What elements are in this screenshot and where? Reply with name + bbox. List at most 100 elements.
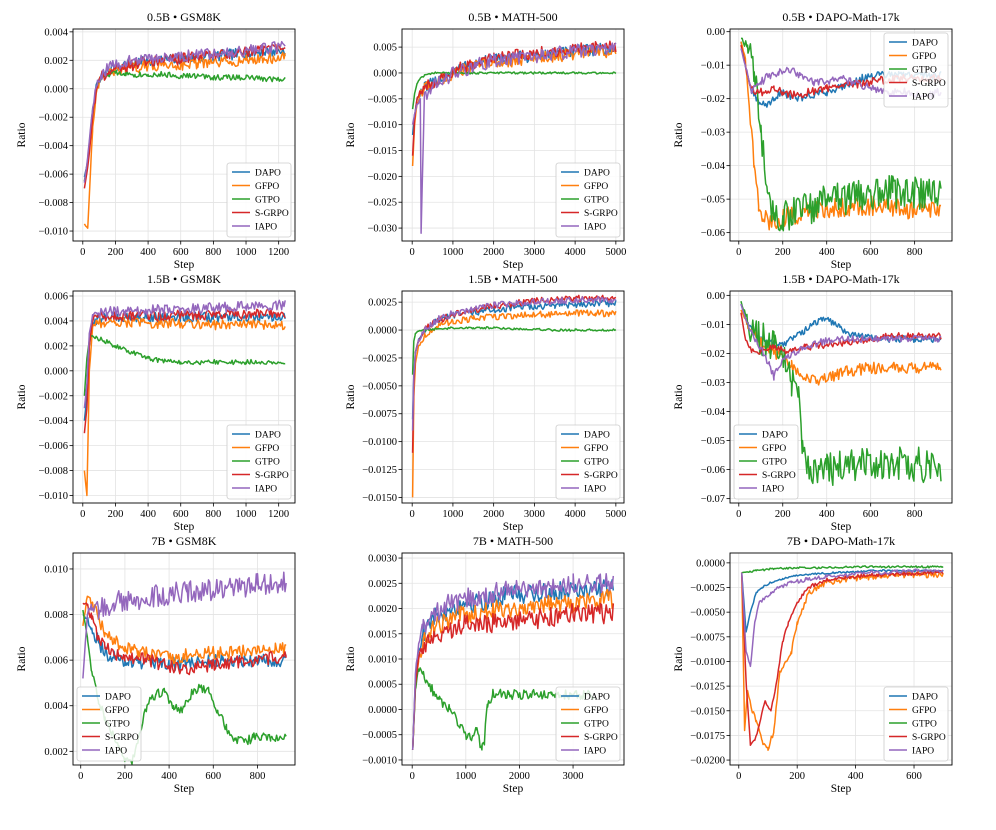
- chart-panel-8: −0.0010 −0.0005 0.0000 0.0005 0.0010 0.0015 0.…: [345, 534, 625, 795]
- series-line-gtpo: [741, 565, 944, 574]
- legend-label: S-GRPO: [762, 471, 796, 481]
- y-tick-label: −0.020: [367, 172, 397, 183]
- plot-frame: [729, 552, 953, 766]
- y-tick-label: −0.0100: [690, 657, 725, 668]
- y-tick-label: −0.06: [701, 228, 725, 239]
- series-line-s-grpo: [82, 602, 287, 676]
- series-line-gtpo: [740, 301, 942, 487]
- y-tick-label: −0.010: [367, 120, 397, 131]
- x-tick-label: 400: [161, 771, 177, 782]
- legend-label: GTPO: [105, 719, 130, 729]
- x-tick-label: 400: [140, 247, 156, 258]
- x-axis-label: Step: [174, 521, 195, 533]
- chart-panel-5: −0.0150 −0.0125 −0.0100 −0.0075 −0.0050 −0.00…: [345, 272, 626, 533]
- series-line-dapo: [83, 311, 286, 421]
- legend-label: GFPO: [912, 52, 936, 62]
- x-tick-label: 400: [848, 771, 864, 782]
- x-tick-label: 200: [775, 509, 791, 520]
- legend-label: S-GRPO: [912, 79, 946, 89]
- legend-label: DAPO: [255, 430, 281, 440]
- chart-title: 0.5B • GSM8K: [147, 10, 221, 24]
- chart-panel-3: −0.06 −0.05 −0.04 −0.03 −0.02 −0.01 0.00 0 200 40…: [673, 10, 953, 271]
- y-tick-label: −0.0010: [362, 755, 397, 766]
- legend-label: GTPO: [584, 457, 609, 467]
- x-tick-label: 200: [108, 247, 124, 258]
- x-tick-label: 1000: [236, 247, 257, 258]
- chart-title: 1.5B • MATH-500: [468, 272, 557, 286]
- y-tick-label: −0.008: [38, 466, 68, 477]
- x-tick-label: 0: [80, 509, 85, 520]
- legend-label: IAPO: [762, 484, 784, 494]
- plot-frame: [72, 552, 296, 766]
- legend: DAPO GFPO GTPO S-GRPO IAPO: [733, 424, 799, 500]
- series-line-s-grpo: [83, 308, 286, 434]
- y-axis-label: Ratio: [16, 646, 28, 671]
- y-tick-label: 0.0020: [368, 604, 397, 615]
- series-lines: [411, 294, 617, 498]
- y-tick-label: 0.0005: [368, 680, 397, 691]
- legend-box: [226, 424, 292, 500]
- y-axis-label: Ratio: [345, 384, 357, 409]
- series-line-gfpo: [83, 316, 286, 497]
- y-tick-label: −0.005: [367, 94, 397, 105]
- chart-title: 7B • GSM8K: [152, 534, 217, 548]
- y-tick-label: 0.0025: [368, 579, 397, 590]
- y-tick-label: 0.000: [373, 68, 397, 79]
- y-tick-label: −0.03: [701, 378, 725, 389]
- series-line-gtpo: [411, 326, 617, 375]
- x-tick-label: 800: [206, 509, 222, 520]
- x-tick-label: 800: [907, 247, 923, 258]
- x-tick-label: 0: [80, 247, 85, 258]
- legend-box: [555, 686, 621, 762]
- series-line-iapo: [411, 295, 617, 431]
- plot-frame: [401, 290, 625, 504]
- plot-frame: [401, 28, 625, 242]
- chart-title: 0.5B • DAPO-Math-17k: [782, 10, 899, 24]
- y-tick-label: 0.004: [44, 27, 68, 38]
- legend-box: [555, 424, 621, 500]
- y-tick-label: −0.002: [38, 113, 68, 124]
- x-tick-label: 400: [819, 509, 835, 520]
- y-tick-label: −0.03: [701, 128, 725, 139]
- legend-label: S-GRPO: [255, 471, 289, 481]
- legend-label: GFPO: [584, 706, 608, 716]
- series-line-iapo: [740, 568, 944, 668]
- y-tick-label: −0.004: [38, 141, 68, 152]
- x-tick-label: 1000: [442, 509, 463, 520]
- y-tick-label: 0.0030: [368, 554, 397, 565]
- series-lines: [411, 40, 617, 234]
- x-tick-label: 200: [108, 509, 124, 520]
- y-tick-label: −0.015: [367, 146, 397, 157]
- y-axis-label: Ratio: [345, 646, 357, 671]
- plot-frame: [72, 28, 296, 242]
- legend-label: DAPO: [255, 168, 281, 178]
- x-axis-label: Step: [503, 259, 524, 271]
- legend-label: DAPO: [912, 38, 938, 48]
- y-tick-label: 0.004: [44, 316, 68, 327]
- series-lines: [83, 40, 286, 229]
- chart-panel-7: 0.002 0.004 0.006 0.008 0.010 0 200 400 600 800 7B…: [16, 534, 296, 795]
- x-tick-label: 3000: [524, 247, 545, 258]
- y-tick-label: −0.004: [38, 416, 68, 427]
- legend-label: S-GRPO: [105, 733, 139, 743]
- legend-box: [226, 162, 292, 238]
- x-tick-label: 2000: [509, 771, 530, 782]
- x-axis-label: Step: [831, 259, 852, 271]
- y-tick-label: −0.025: [367, 198, 397, 209]
- y-tick-label: 0.002: [44, 56, 68, 67]
- plot-frame: [729, 28, 953, 242]
- y-axis-label: Ratio: [16, 122, 28, 147]
- legend-label: DAPO: [912, 692, 938, 702]
- legend-label: GFPO: [584, 182, 608, 192]
- x-tick-label: 0: [736, 247, 741, 258]
- chart-title: 0.5B • MATH-500: [468, 10, 557, 24]
- legend: DAPO GFPO GTPO S-GRPO IAPO: [883, 686, 949, 762]
- chart-panel-4: −0.010 −0.008 −0.006 −0.004 −0.002 0.000 0.002…: [16, 272, 296, 533]
- y-tick-label: 0.004: [44, 701, 68, 712]
- x-tick-label: 0: [78, 771, 83, 782]
- series-line-gfpo: [411, 588, 615, 750]
- series-line-gfpo: [411, 45, 617, 167]
- legend-label: GFPO: [255, 182, 279, 192]
- y-tick-label: 0.006: [44, 656, 68, 667]
